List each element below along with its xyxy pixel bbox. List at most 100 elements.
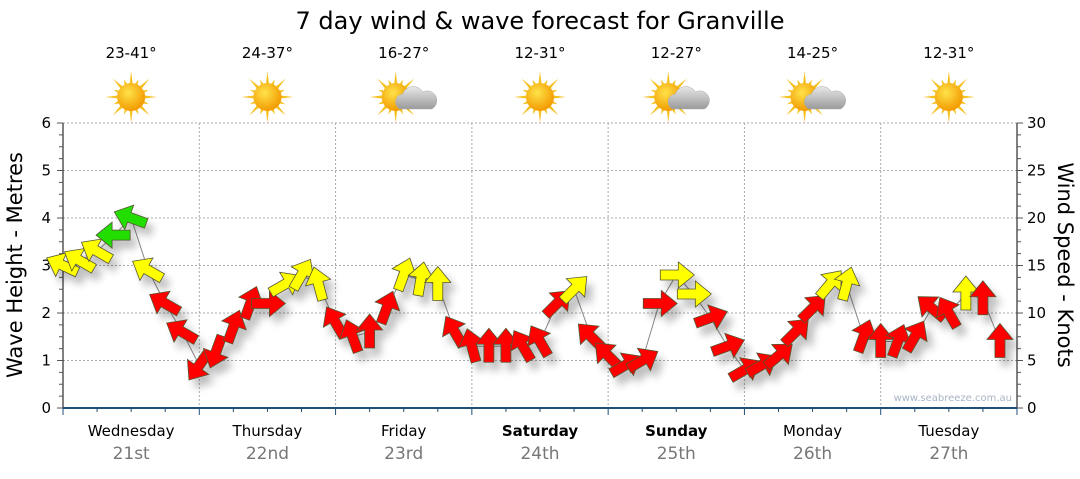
sun-disc — [526, 83, 554, 111]
day-label: Sunday — [645, 422, 708, 440]
sun-ray — [956, 78, 968, 89]
sun-disc — [253, 83, 282, 111]
left-tick-label: 6 — [41, 114, 51, 132]
cloud-shape — [804, 86, 846, 110]
temperature-range: 14-25° — [787, 44, 838, 62]
wind-arrow — [220, 309, 247, 345]
sun-ray — [249, 78, 260, 89]
wind-arrow — [80, 238, 114, 265]
sun-ray — [394, 109, 398, 123]
cloud-shape — [395, 86, 438, 110]
sun-ray — [265, 109, 269, 123]
date-label: 26th — [793, 444, 832, 464]
sun-ray — [961, 95, 975, 99]
date-label: 25th — [657, 444, 696, 464]
right-axis-title: Wind Speed - Knots — [1053, 162, 1077, 367]
sun-ray — [129, 71, 133, 85]
sunny-icon — [105, 71, 158, 123]
temperature-range: 16-27° — [378, 44, 429, 62]
sun-ray — [249, 105, 260, 116]
day-label: Friday — [381, 422, 427, 440]
sun-ray — [922, 95, 936, 99]
right-tick-label: 25 — [1027, 162, 1046, 180]
sun-ray — [538, 109, 542, 123]
temperature-range: 12-31° — [923, 44, 974, 62]
right-tick-label: 5 — [1027, 352, 1037, 370]
wind-arrow — [251, 289, 287, 318]
sun-ray — [642, 95, 656, 99]
sun-ray — [403, 78, 415, 89]
partly-cloudy-icon — [369, 71, 438, 123]
sun-ray — [803, 109, 807, 123]
wind-arrow — [762, 343, 793, 371]
sun-ray — [666, 109, 670, 123]
sun-ray — [947, 71, 951, 85]
wind-arrow — [901, 320, 928, 354]
sun-ray — [275, 78, 286, 89]
temperature-range: 24-37° — [242, 44, 293, 62]
wind-arrow — [166, 319, 200, 345]
wind-arrow — [833, 266, 861, 302]
wind-arrow — [267, 271, 301, 298]
date-label: 23rd — [384, 444, 423, 464]
temperature-range: 12-27° — [651, 44, 702, 62]
left-tick-label: 3 — [41, 257, 51, 275]
date-label: 24th — [520, 444, 559, 464]
sunny-icon — [241, 71, 294, 123]
sun-ray — [139, 105, 150, 116]
right-tick-label: 10 — [1027, 304, 1046, 322]
sun-ray — [129, 109, 133, 123]
wind-arrow — [132, 257, 166, 284]
right-tick-label: 15 — [1027, 257, 1046, 275]
sun-ray — [812, 78, 823, 89]
date-label: 27th — [929, 444, 968, 464]
wind-arrow — [149, 290, 183, 317]
wind-arrow — [659, 261, 695, 289]
date-label: 22nd — [246, 444, 289, 464]
wind-arrow — [642, 289, 678, 318]
wind-arrow — [374, 290, 401, 326]
sun-ray — [521, 78, 532, 89]
sun-ray — [947, 109, 951, 123]
left-tick-label: 5 — [41, 162, 51, 180]
wind-arrow — [304, 266, 332, 302]
left-tick-label: 2 — [41, 304, 51, 322]
right-tick-label: 30 — [1027, 114, 1046, 132]
chart-title: 7 day wind & wave forecast for Granville — [296, 7, 785, 35]
sun-ray — [275, 105, 286, 116]
sun-ray — [394, 71, 398, 85]
day-label: Monday — [783, 422, 842, 440]
sun-ray — [930, 105, 941, 116]
wind-arrow — [986, 322, 1014, 358]
sun-ray — [930, 78, 941, 89]
watermark[interactable]: www.seabreeze.com.au — [894, 393, 1012, 404]
sun-ray — [786, 78, 797, 89]
sun-disc — [117, 83, 146, 111]
left-tick-label: 0 — [41, 399, 51, 417]
sun-ray — [139, 78, 150, 89]
sunny-icon — [514, 71, 566, 123]
sunny-icon — [922, 71, 975, 123]
temperature-range: 23-41° — [106, 44, 157, 62]
day-label: Tuesday — [917, 422, 979, 440]
wind-arrow — [423, 265, 452, 301]
wind-arrow — [866, 322, 895, 358]
sun-ray — [649, 105, 661, 116]
sun-disc — [934, 83, 963, 111]
wind-arrow — [558, 276, 588, 305]
temperature-range: 12-31° — [514, 44, 565, 62]
right-tick-label: 20 — [1027, 209, 1046, 227]
wind-arrow — [710, 332, 745, 359]
sun-ray — [676, 78, 687, 89]
wind-arrow — [355, 313, 384, 349]
left-tick-label: 1 — [41, 352, 51, 370]
left-axis-title: Wave Height - Metres — [3, 152, 27, 378]
wind-arrow — [527, 325, 553, 359]
wind-arrow — [693, 304, 728, 331]
wind-arrow — [113, 204, 149, 231]
sun-ray — [649, 78, 661, 89]
sun-ray — [548, 105, 559, 116]
wind-arrow — [676, 280, 712, 308]
sun-ray — [377, 78, 388, 89]
